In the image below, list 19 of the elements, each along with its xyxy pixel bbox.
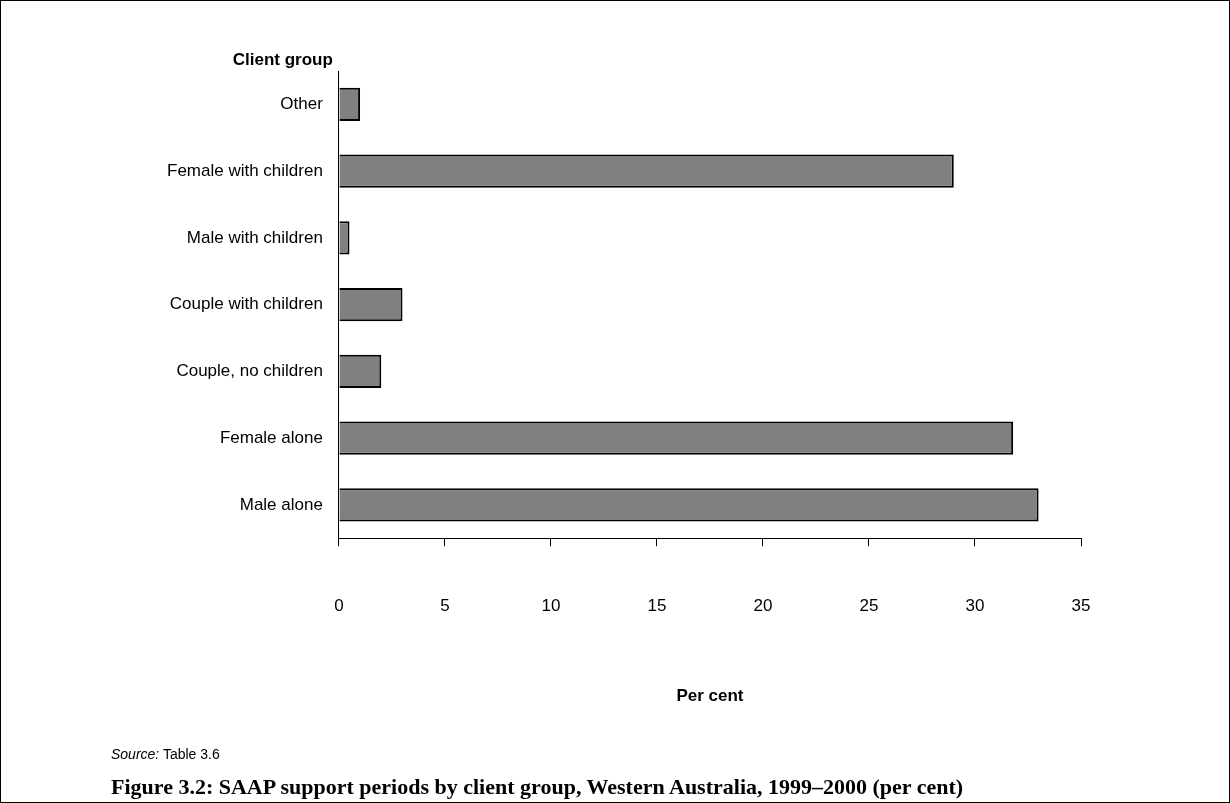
x-tick-label: 35 [1071,596,1091,616]
y-tick-label: Male alone [239,494,323,514]
x-tick-label: 5 [440,596,450,616]
y-tick-label: Couple, no children [176,361,323,381]
source-note: Source: Table 3.6 [111,746,220,762]
y-tick-label: Male with children [186,227,323,247]
y-tick-label: Couple with children [169,294,323,314]
y-tick-label: Female with children [166,160,323,180]
x-tick-label: 30 [965,596,985,616]
x-tick-label: 25 [859,596,879,616]
x-tick-label: 15 [647,596,667,616]
x-tick-label: 0 [334,596,344,616]
x-tick-label: 20 [753,596,773,616]
y-tick-label: Female alone [219,427,323,447]
text: Figure 3.2: SAAP support periods by client group, Western Australia, 1999–2000 (per cent) [111,774,964,800]
y-axis-title: Client group [232,50,333,70]
x-axis-title: Per cent [676,686,744,706]
x-tick-label: 10 [541,596,561,616]
y-tick-label: Other [280,94,324,114]
